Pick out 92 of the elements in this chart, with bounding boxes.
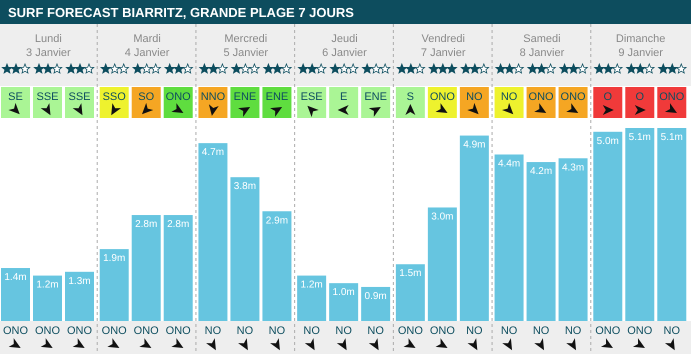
data-label: 1.5m: [399, 268, 422, 280]
bar: [460, 136, 489, 321]
text: ONO: [166, 91, 192, 103]
data-label: 4.2m: [530, 166, 552, 178]
data-label: 4.7m: [202, 147, 224, 158]
text: ONO: [560, 91, 586, 103]
text: O: [604, 91, 613, 103]
data-label: 3.8m: [234, 181, 256, 192]
bar: [494, 154, 524, 321]
x-tick-label: NO: [564, 325, 582, 337]
text: NNO: [200, 91, 226, 103]
bar: [558, 158, 588, 321]
text: Dimanche 9 Janvier: [616, 33, 666, 59]
data-label: 4.4m: [498, 158, 520, 170]
bar: [1, 268, 30, 321]
x-tick-label: ONO: [166, 325, 192, 337]
x-tick-label: ONO: [595, 325, 621, 337]
bar: [65, 272, 94, 321]
data-label: 1.4m: [4, 272, 27, 284]
data-label: 1.3m: [68, 276, 91, 287]
x-tick-label: ONO: [430, 325, 456, 337]
text: NO: [466, 91, 484, 103]
data-label: 2.8m: [135, 219, 158, 230]
x-tick-label: NO: [268, 325, 286, 337]
data-label: 5.1m: [628, 132, 651, 143]
bar: [526, 162, 556, 321]
x-tick-label: NO: [532, 325, 550, 337]
bar: [593, 132, 622, 321]
text: Mardi 4 Janvier: [124, 33, 170, 59]
text: ENE: [266, 91, 288, 103]
text: ENE: [234, 91, 256, 103]
data-label: 0.9m: [364, 290, 387, 302]
bar: [198, 143, 228, 321]
text: O: [636, 91, 645, 103]
bar: [657, 128, 686, 321]
text: ESE: [300, 91, 323, 103]
text: SSO: [102, 91, 126, 103]
text: Vendredi 7 Janvier: [420, 33, 466, 59]
bar: [625, 128, 654, 321]
data-label: 2.8m: [167, 219, 190, 230]
text: Jeudi 6 Janvier: [322, 33, 368, 59]
data-label: 1.0m: [332, 287, 355, 298]
data-label: 1.9m: [103, 253, 126, 264]
x-tick-label: NO: [204, 325, 222, 337]
x-tick-label: NO: [466, 325, 484, 337]
data-label: 2.9m: [266, 215, 288, 226]
bar: [297, 276, 326, 321]
text: Lundi 3 Janvier: [26, 33, 72, 59]
bar: [262, 211, 292, 321]
text: ONO: [430, 91, 456, 103]
text: E: [340, 91, 348, 103]
x-tick-label: NO: [367, 325, 384, 337]
x-tick-label: ONO: [398, 325, 424, 337]
x-tick-label: ONO: [627, 325, 653, 337]
bar: [396, 264, 425, 321]
data-label: 4.3m: [562, 162, 584, 174]
bar: [33, 276, 62, 321]
data-label: 1.2m: [300, 280, 323, 291]
x-tick-label: ONO: [102, 325, 128, 337]
bar: [428, 207, 457, 321]
x-tick-label: NO: [500, 325, 518, 337]
text: SE: [8, 91, 23, 103]
bar: [329, 283, 358, 321]
data-label: 5.0m: [596, 136, 619, 147]
text: SO: [138, 91, 155, 103]
data-label: 3.0m: [431, 211, 454, 222]
x-tick-label: NO: [303, 325, 320, 337]
bar: [132, 215, 161, 321]
text: Mercredi 5 Janvier: [223, 33, 268, 59]
bar: [164, 215, 193, 321]
x-tick-label: ONO: [34, 325, 60, 337]
text: S: [406, 91, 414, 103]
chart-title: SURF FORECAST BIARRITZ, GRANDE PLAGE 7 JOURS: [8, 5, 354, 20]
x-tick-label: ONO: [2, 325, 28, 337]
text: SSE: [68, 91, 91, 103]
text: ENE: [364, 91, 387, 103]
text: ONO: [528, 91, 554, 103]
bar: [361, 286, 390, 321]
x-tick-label: NO: [664, 325, 680, 337]
data-label: 4.9m: [463, 140, 486, 151]
text: NO: [500, 91, 518, 103]
x-tick-label: NO: [335, 325, 352, 337]
text: ONO: [659, 91, 685, 103]
bar: [230, 177, 260, 321]
bar: [100, 249, 129, 321]
x-tick-label: ONO: [66, 325, 92, 337]
x-tick-label: NO: [236, 325, 254, 337]
x-tick-label: ONO: [134, 325, 160, 337]
text: SSE: [36, 91, 59, 103]
data-label: 1.2m: [36, 280, 59, 291]
text: Samedi 8 Janvier: [520, 33, 565, 59]
data-label: 5.1m: [660, 132, 683, 143]
